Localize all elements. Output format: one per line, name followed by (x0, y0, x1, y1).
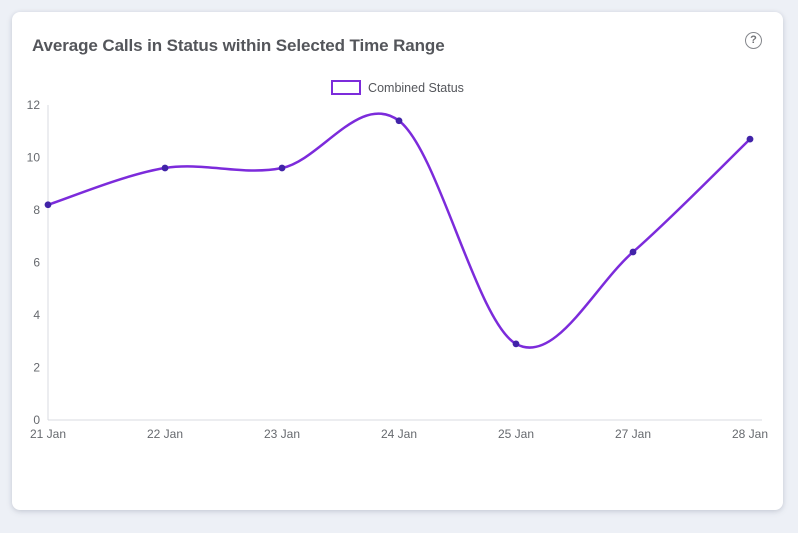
y-tick-label: 0 (33, 413, 40, 427)
data-point-marker[interactable] (629, 248, 637, 256)
chart-card: Average Calls in Status within Selected … (12, 12, 783, 510)
y-tick-label: 10 (27, 151, 41, 165)
data-point-marker[interactable] (512, 340, 520, 348)
x-tick-label: 22 Jan (147, 427, 183, 441)
y-tick-label: 2 (33, 361, 40, 375)
x-tick-label: 23 Jan (264, 427, 300, 441)
y-tick-label: 4 (33, 308, 40, 322)
data-point-marker[interactable] (395, 117, 403, 125)
x-tick-label: 27 Jan (615, 427, 651, 441)
x-tick-label: 21 Jan (30, 427, 66, 441)
line-chart-canvas[interactable]: 0 2 4 6 8 10 12 21 Jan 22 Jan 23 Jan 24 Jan 25 Jan 2… (12, 85, 783, 455)
help-button[interactable]: ? (745, 32, 762, 49)
data-point-marker[interactable] (161, 164, 169, 172)
data-point-marker[interactable] (278, 164, 286, 172)
legend: Combined Status (12, 80, 783, 95)
legend-swatch (331, 80, 362, 95)
chart-area: 0 2 4 6 8 10 12 21 Jan 22 Jan 23 Jan 24 Jan 25 Jan 2… (12, 85, 783, 455)
x-tick-label: 25 Jan (498, 427, 534, 441)
data-point-marker[interactable] (44, 201, 52, 209)
x-tick-label: 28 Jan (732, 427, 768, 441)
legend-label: Combined Status (368, 80, 464, 95)
series-line-combined-status (46, 112, 752, 349)
y-tick-label: 6 (33, 256, 40, 270)
y-tick-label: 12 (27, 98, 41, 112)
x-tick-label: 24 Jan (381, 427, 417, 441)
chart-title: Average Calls in Status within Selected … (32, 36, 445, 55)
data-point-marker[interactable] (746, 135, 754, 143)
question-mark-icon: ? (750, 34, 757, 46)
y-tick-label: 8 (33, 203, 40, 217)
legend-item-combined-status[interactable]: Combined Status (331, 80, 464, 95)
